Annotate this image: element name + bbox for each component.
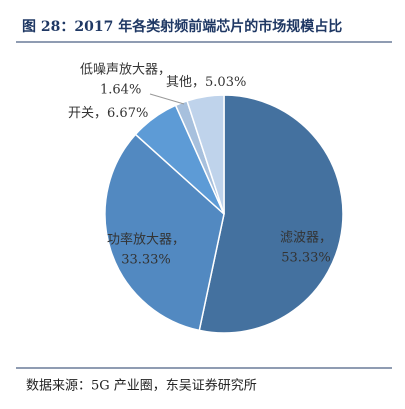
slice-value: 33.33% [121, 253, 171, 268]
slice-value: 1.64% [100, 83, 141, 98]
pie-slice [186, 94, 225, 215]
slice-name: 开关， [68, 106, 107, 121]
pie-slice [104, 133, 225, 332]
slice-name: 滤波器， [280, 231, 332, 246]
slice-value: 53.33% [281, 251, 331, 266]
slice-value: 6.67% [107, 106, 148, 121]
leader-line [149, 93, 185, 105]
slice-label: 其他，5.03% [166, 75, 246, 90]
slice-name: 功率放大器， [107, 232, 185, 248]
slice-name: 低噪声放大器， [80, 63, 171, 78]
pie-slice [198, 94, 344, 334]
source: 数据来源：5G 产业圈，东吴证券研究所 [26, 378, 257, 394]
slice-value: 5.03% [205, 75, 246, 90]
slice-label: 开关，6.67% [68, 106, 148, 121]
slice-name: 其他， [166, 75, 205, 90]
title: 图 28：2017 年各类射频前端芯片的市场规模占比 [22, 18, 342, 35]
